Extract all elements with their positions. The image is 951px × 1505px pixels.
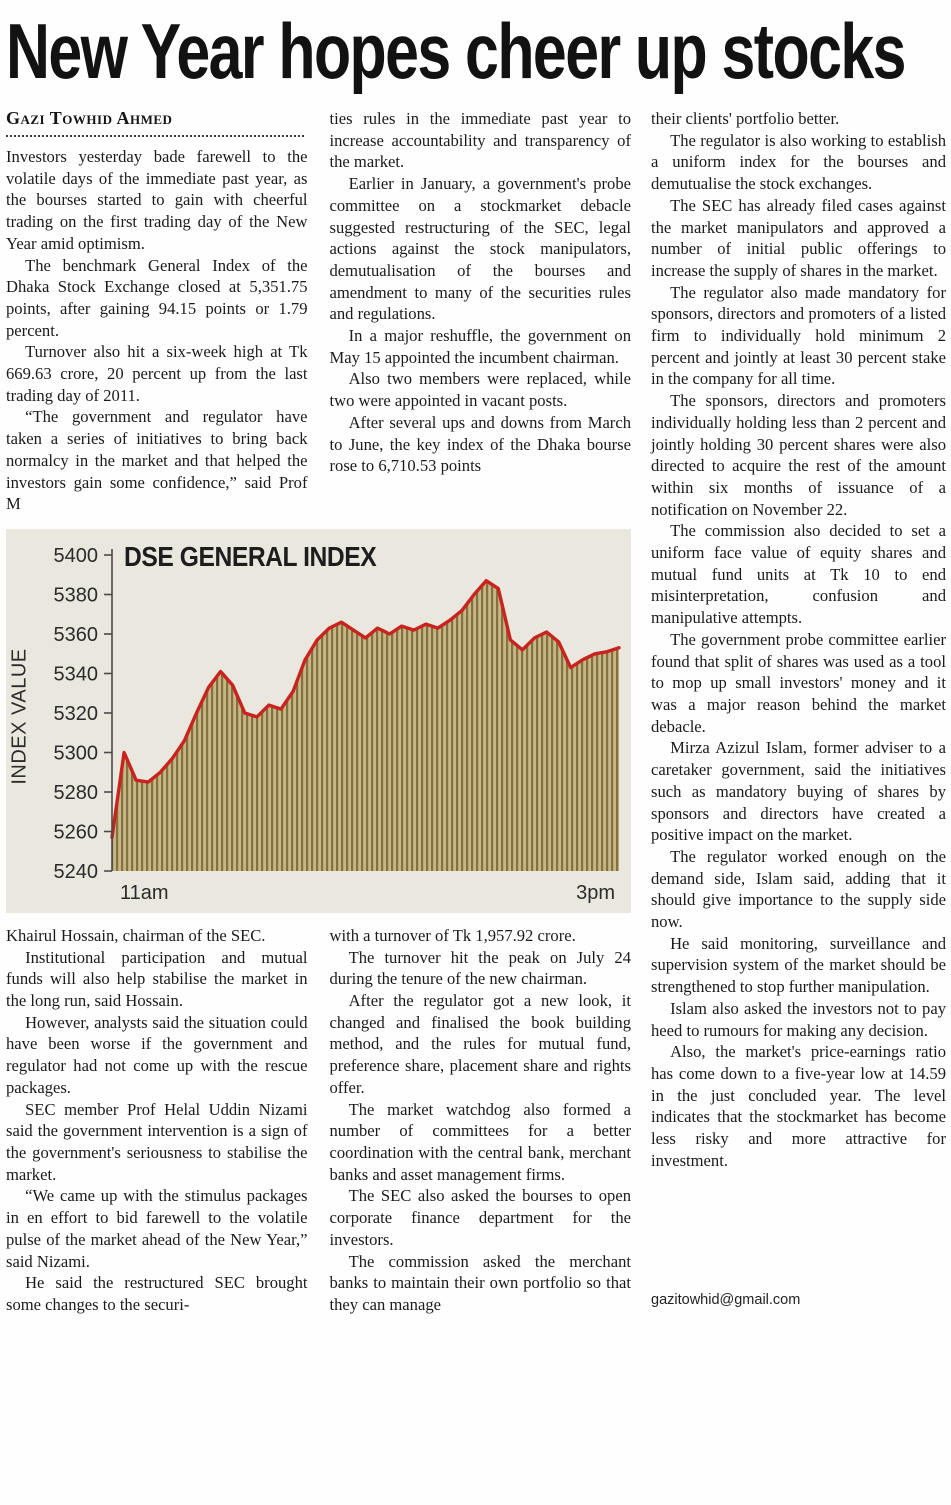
paragraph: In a major reshuffle, the government on …	[329, 326, 632, 367]
paragraph: He said monitoring, surveillance and sup…	[651, 933, 946, 997]
chart-x-label-end: 3pm	[576, 881, 615, 904]
chart-canvas: 5240 5260 5280 5300 5320 5340 5360 5380 5400	[54, 545, 621, 883]
y-tick-label: 5360	[54, 624, 99, 646]
y-tick-label: 5300	[54, 742, 99, 764]
paragraph: The benchmark General Index of the Dhaka…	[6, 255, 308, 340]
column-2-top-text: ties rules in the immediate past year to…	[330, 108, 632, 477]
article-body: Gazi Towhid Ahmed Investors yesterday ba…	[6, 108, 946, 1316]
y-tick-label: 5280	[54, 782, 99, 804]
paragraph: After several ups and downs from March t…	[329, 412, 632, 476]
paragraph: Earlier in January, a government's probe…	[329, 174, 632, 324]
paragraph: The commission also decided to set a uni…	[651, 521, 946, 628]
paragraph: Khairul Hossain, chairman of the SEC.	[6, 925, 266, 945]
dse-general-index-chart: 5240 5260 5280 5300 5320 5340 5360 5380 5400 DSE…	[6, 528, 631, 913]
paragraph: Also two members were replaced, while tw…	[329, 369, 632, 411]
paragraph: Turnover also hit a six-week high at Tk …	[6, 342, 308, 405]
y-tick-label: 5380	[54, 584, 99, 606]
chart-area-fill	[112, 580, 619, 871]
y-tick-label: 5260	[54, 821, 99, 843]
byline-divider	[6, 133, 305, 137]
column-2-top: ties rules in the immediate past year to…	[330, 108, 632, 515]
paragraph: The regulator worked enough on the deman…	[651, 846, 946, 932]
paragraph: The government probe committee earlier f…	[651, 629, 946, 736]
paragraph: The SEC also asked the bourses to open c…	[329, 1186, 632, 1249]
column-1-top-text: Investors yesterday bade farewell to the…	[6, 146, 308, 515]
paragraph: The market watchdog also formed a number…	[329, 1099, 632, 1184]
y-tick-label: 5240	[54, 861, 99, 883]
paragraph: The SEC has already filed cases against …	[651, 195, 946, 280]
paragraph: The sponsors, directors and promoters in…	[651, 391, 946, 519]
paragraph: The commission asked the merchant banks …	[329, 1251, 632, 1314]
paragraph: The turnover hit the peak on July 24 dur…	[329, 947, 632, 989]
paragraph: with a turnover of Tk 1,957.92 crore.	[329, 925, 576, 945]
paragraph: SEC member Prof Helal Uddin Nizami said …	[6, 1099, 308, 1184]
chart-x-label-start: 11am	[120, 881, 169, 904]
left-zone: Gazi Towhid Ahmed Investors yesterday ba…	[6, 108, 631, 1316]
paragraph: ties rules in the immediate past year to…	[329, 109, 632, 172]
byline: Gazi Towhid Ahmed	[6, 108, 173, 128]
column-2-bottom-text: with a turnover of Tk 1,957.92 crore. The…	[330, 925, 632, 1316]
paragraph: The regulator is also working to establi…	[651, 130, 946, 194]
paragraph: Investors yesterday bade farewell to the…	[6, 147, 308, 253]
top-columns: Gazi Towhid Ahmed Investors yesterday ba…	[6, 108, 631, 515]
column-1-bottom: Khairul Hossain, chairman of the SEC. Ins…	[6, 925, 308, 1316]
paragraph: Institutional participation and mutual f…	[6, 947, 308, 1011]
paragraph: “The government and regulator have taken…	[6, 407, 308, 514]
headline: New Year hopes cheer up stocks	[6, 7, 906, 95]
bottom-columns: Khairul Hossain, chairman of the SEC. Ins…	[6, 925, 631, 1316]
chart-y-axis-label: INDEX VALUE	[8, 648, 31, 785]
column-3-text: their clients' portfolio better. The regu…	[651, 108, 946, 1171]
paragraph: After the regulator got a new look, it c…	[329, 991, 632, 1097]
paragraph: However, analysts said the situation cou…	[6, 1012, 308, 1097]
author-email: gazitowhid@gmail.com	[651, 1291, 801, 1308]
column-3: their clients' portfolio better. The regu…	[651, 108, 946, 1316]
paragraph: Islam also asked the investors not to pa…	[651, 998, 946, 1040]
column-2-bottom: with a turnover of Tk 1,957.92 crore. The…	[330, 925, 632, 1316]
paragraph: He said the restructured SEC brought som…	[6, 1273, 308, 1314]
paragraph: their clients' portfolio better.	[651, 109, 840, 128]
chart-title: DSE GENERAL INDEX	[124, 540, 377, 572]
chart-line	[110, 578, 621, 840]
y-tick-label: 5400	[54, 545, 99, 567]
paragraph: The regulator also made mandatory for sp…	[651, 282, 946, 389]
paragraph: Mirza Azizul Islam, former adviser to a …	[651, 738, 946, 845]
paragraph: “We came up with the stimulus packages i…	[6, 1186, 308, 1271]
y-tick-label: 5340	[54, 663, 99, 685]
column-1-top: Gazi Towhid Ahmed Investors yesterday ba…	[6, 108, 308, 515]
column-1-bottom-text: Khairul Hossain, chairman of the SEC. Ins…	[6, 925, 308, 1316]
paragraph: Also, the market's price-earnings ratio …	[651, 1042, 946, 1170]
y-tick-label: 5320	[54, 703, 99, 725]
